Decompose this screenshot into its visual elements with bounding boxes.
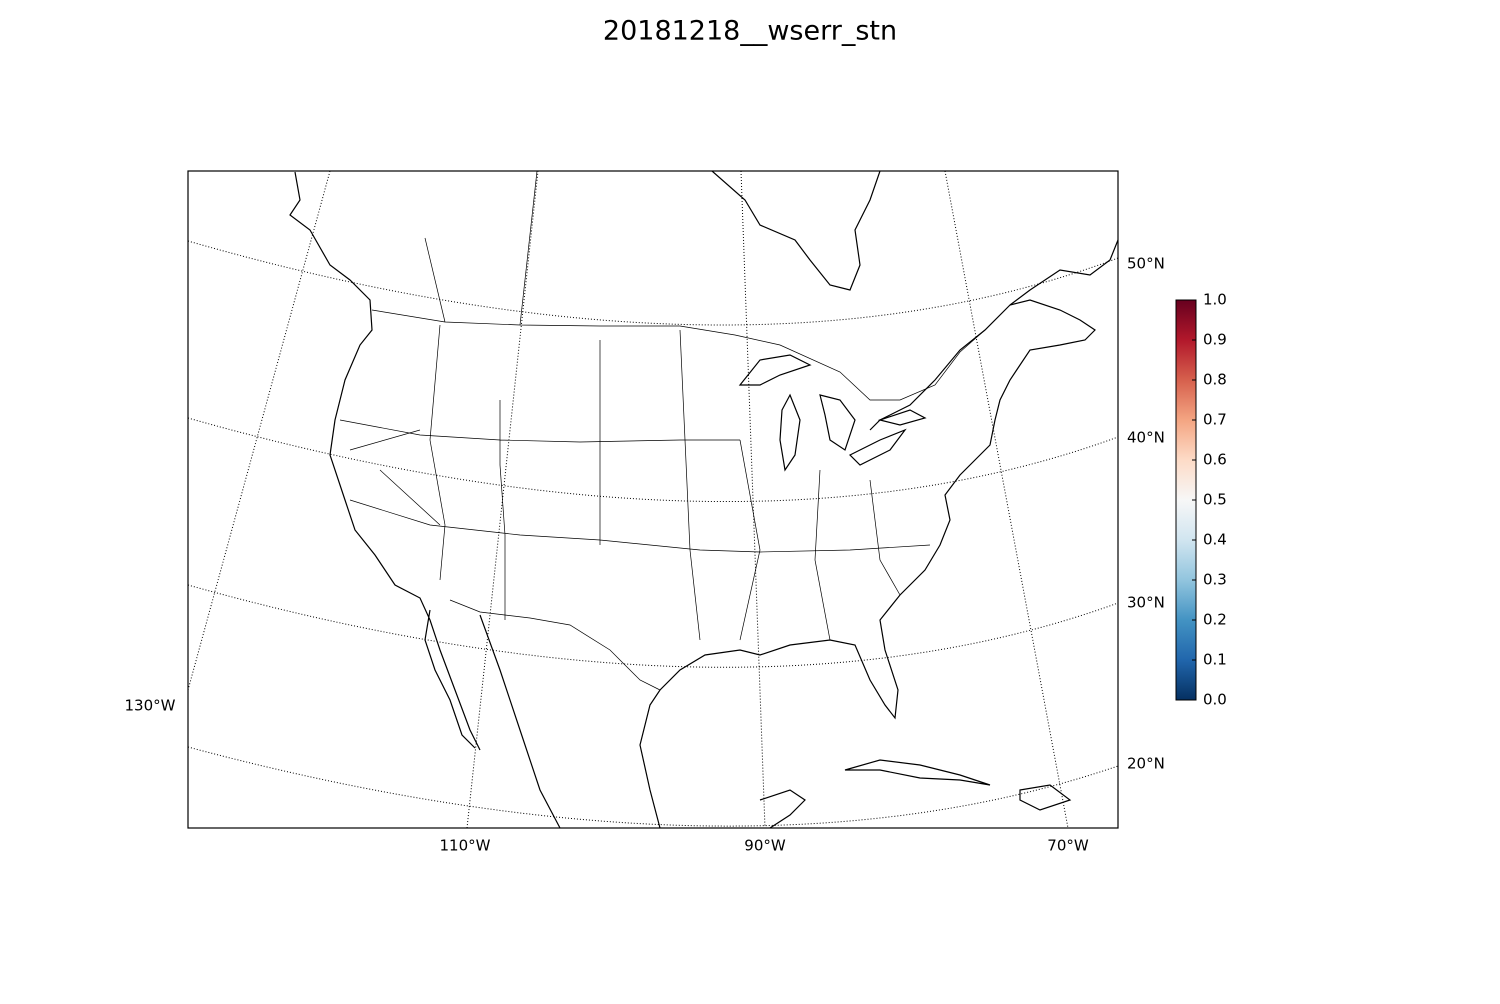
meridian-label: 90°W [744,837,786,855]
parallel [188,584,1118,668]
meridian [944,171,1069,828]
parallel-label: 50°N [1127,255,1165,273]
state-border [339,324,931,641]
axes-frame [187,170,1119,829]
border [371,171,986,691]
parallel-label: 30°N [1127,594,1165,612]
parallel-label: 20°N [1127,755,1165,773]
parallel [188,240,1118,326]
meridian-label: 70°W [1047,837,1089,855]
coastline [711,171,1118,306]
colorbar-tick-label: 1.0 [1203,291,1227,309]
coastline [759,759,1072,828]
colorbar-tick-label: 0.7 [1203,411,1227,429]
parallel [188,746,1118,827]
parallel-label: 40°N [1127,429,1165,447]
parallel [188,417,1118,502]
colorbar-tick-label: 0.2 [1203,611,1227,629]
colorbar-tick-label: 0.8 [1203,371,1227,389]
colorbar-tick-label: 0.3 [1203,571,1227,589]
map-area [188,171,1118,828]
coastline [289,171,1096,828]
map-title: 20181218__wserr_stn [603,16,897,47]
colorbar-tick-label: 0.5 [1203,491,1227,509]
meridian-label: 130°W [125,697,176,715]
colorbar-tick-label: 0.4 [1203,531,1227,549]
graticule-labels: 130°W 110°W 90°W 70°W 50°N 40°N 30°N 20°… [125,255,1165,855]
colorbar-tick-label: 0.0 [1203,691,1227,709]
colorbar-tick-label: 0.6 [1203,451,1227,469]
lake [738,354,927,472]
colorbar-tick-label: 0.1 [1203,651,1227,669]
meridian-label: 110°W [440,837,491,855]
colorbar-tick-label: 0.9 [1203,331,1227,349]
